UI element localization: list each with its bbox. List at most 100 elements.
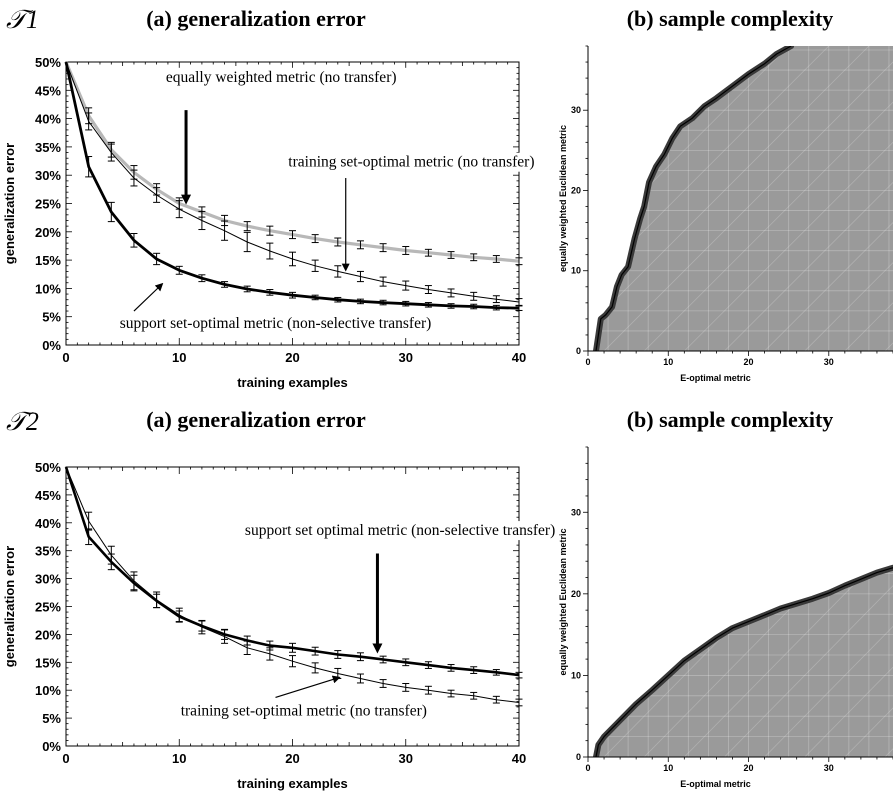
annotation-arrow [275, 675, 341, 699]
y-tick-label: 25% [35, 600, 61, 615]
y-tick-label: 5% [42, 310, 61, 325]
boundary-line [595, 567, 893, 757]
y-tick-label: 0% [42, 338, 61, 353]
x-axis-label: training examples [237, 776, 348, 791]
annotation-background [142, 67, 421, 87]
grid-diagonal [588, 447, 749, 611]
y-tick-label: 10 [571, 670, 581, 680]
y-tick-label: 45% [35, 83, 61, 98]
grid-diagonal [643, 101, 893, 351]
x-tick-label: 20 [744, 357, 754, 367]
annotation-background [85, 314, 466, 334]
y-tick-label: 20% [35, 225, 61, 240]
annotation-background [209, 521, 591, 541]
y-tick-label: 20% [35, 627, 61, 642]
x-tick-label: 10 [663, 357, 673, 367]
sample-complexity-plot-t1: 0 10 20 30 0 10 20 30 E-optimal metric equally we… [558, 45, 893, 383]
grid-diagonal [588, 447, 669, 530]
y-tick-label: 0 [576, 752, 581, 762]
x-tick-label: 20 [285, 350, 299, 365]
task-label-2: 𝒯2 [6, 407, 39, 436]
x-axis-label: training examples [237, 375, 348, 390]
task-label-1: 𝒯1 [6, 5, 39, 34]
y-axis-label: equally weighted Euclidean metric [558, 125, 568, 272]
plot-frame [65, 61, 520, 346]
x-tick-label: 0 [585, 763, 590, 773]
left-title-2: (a) generalization error [146, 407, 366, 432]
annotation-arrow [133, 282, 164, 312]
grid-diagonal [684, 544, 893, 757]
annotation-label: training set-optimal metric (no transfer… [181, 702, 427, 719]
right-title-1: (b) sample complexity [627, 6, 834, 31]
x-tick-label: 30 [399, 751, 413, 766]
x-tick-label: 10 [172, 751, 186, 766]
x-tick-label: 20 [285, 751, 299, 766]
y-tick-label: 10% [35, 281, 61, 296]
y-tick-label: 30% [35, 572, 61, 587]
grid-diagonal [588, 46, 789, 248]
y-tick-label: 35% [35, 140, 61, 155]
grid-diagonal [588, 46, 749, 208]
x-tick-label: 40 [512, 751, 526, 766]
y-tick-label: 0 [576, 346, 581, 356]
left-title-1: (a) generalization error [146, 6, 366, 31]
x-tick-label: 30 [824, 357, 834, 367]
y-tick-label: 20 [571, 185, 581, 195]
x-tick-label: 40 [512, 350, 526, 365]
y-tick-label: 25% [35, 197, 61, 212]
grid-diagonal [603, 462, 893, 757]
shaded-region [596, 567, 893, 757]
annotation-label: support set-optimal metric (non-selectiv… [120, 315, 432, 332]
x-tick-label: 0 [585, 357, 590, 367]
shaded-region [596, 46, 893, 351]
y-axis-label: equally weighted Euclidean metric [558, 528, 568, 675]
x-tick-label: 20 [744, 763, 754, 773]
y-tick-label: 50% [35, 460, 61, 475]
y-tick-label: 10 [571, 266, 581, 276]
y-tick-label: 50% [35, 55, 61, 70]
y-tick-label: 15% [35, 655, 61, 670]
y-tick-label: 20 [571, 589, 581, 599]
y-axis-label: generalization error [2, 546, 17, 667]
grid-diagonal [804, 262, 893, 351]
grid-diagonal [603, 61, 893, 351]
grid-diagonal [724, 181, 893, 351]
grid-diagonal [588, 46, 830, 288]
y-tick-label: 15% [35, 253, 61, 268]
x-axis-label: E-optimal metric [680, 779, 751, 789]
y-tick-label: 40% [35, 112, 61, 127]
grid-diagonal [588, 46, 669, 127]
y-tick-label: 0% [42, 739, 61, 754]
annotation-label: equally weighted metric (no transfer) [166, 69, 397, 86]
x-tick-label: 10 [663, 763, 673, 773]
generalization-error-plot-t2: 0 10 20 30 40 0% 5% 10% 15% 20% 25% 30% 35% 40% 45% 50%… [2, 460, 591, 791]
grid-diagonal [724, 585, 893, 757]
grid-diagonal [588, 447, 870, 734]
x-tick-label: 0 [62, 350, 69, 365]
grid-diagonal [588, 447, 709, 570]
x-tick-label: 0 [62, 751, 69, 766]
grid-diagonal [804, 666, 893, 757]
grid-diagonal [684, 141, 893, 351]
annotation-label: support set optimal metric (non-selectiv… [245, 522, 555, 539]
x-tick-label: 30 [824, 763, 834, 773]
x-tick-label: 30 [399, 350, 413, 365]
y-tick-label: 30% [35, 168, 61, 183]
y-tick-label: 40% [35, 516, 61, 531]
y-tick-label: 35% [35, 544, 61, 559]
grid-diagonal [764, 222, 893, 351]
generalization-error-plot-t1: 0 10 20 30 40 0% 5% 10% 15% 20% 25% 30% 35% 40% 45% 50%… [2, 55, 566, 390]
grid-diagonal [588, 447, 789, 652]
right-title-2: (b) sample complexity [627, 407, 834, 432]
annotation-label: training set-optimal metric (no transfer… [288, 154, 534, 171]
x-axis-label: E-optimal metric [680, 373, 751, 383]
x-tick-label: 10 [172, 350, 186, 365]
annotation-background [150, 701, 458, 721]
y-tick-label: 30 [571, 507, 581, 517]
y-tick-label: 5% [42, 711, 61, 726]
y-tick-label: 30 [571, 105, 581, 115]
boundary-line [595, 46, 792, 351]
y-tick-label: 45% [35, 488, 61, 503]
grid-diagonal [764, 625, 893, 757]
